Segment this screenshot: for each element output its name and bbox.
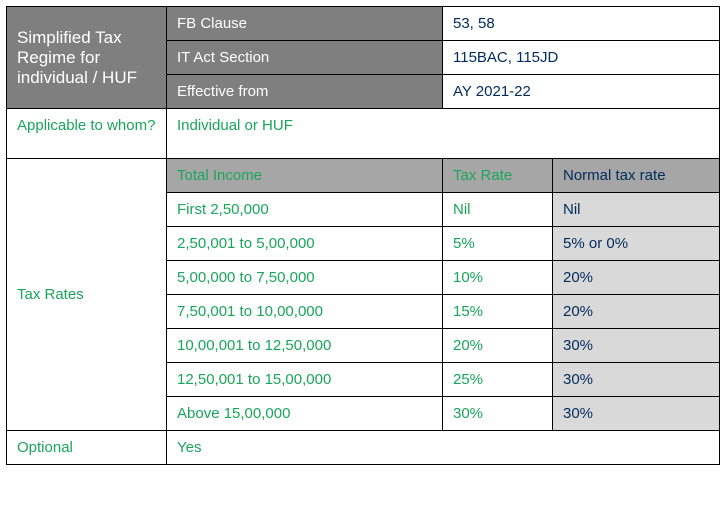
slab-income: 12,50,001 to 15,00,000 bbox=[167, 363, 443, 397]
hdr-value-2: AY 2021-22 bbox=[443, 75, 720, 109]
slab-normal: Nil bbox=[553, 193, 720, 227]
tax-rates-label: Tax Rates bbox=[7, 159, 167, 431]
slab-rate: 25% bbox=[443, 363, 553, 397]
optional-label: Optional bbox=[7, 431, 167, 465]
slab-header-row: Tax Rates Total Income Tax Rate Normal t… bbox=[7, 159, 720, 193]
slab-normal: 30% bbox=[553, 363, 720, 397]
applicable-label: Applicable to whom? bbox=[7, 109, 167, 159]
slab-normal: 30% bbox=[553, 329, 720, 363]
slab-income: 5,00,000 to 7,50,000 bbox=[167, 261, 443, 295]
slab-rate: 15% bbox=[443, 295, 553, 329]
col-normal: Normal tax rate bbox=[553, 159, 720, 193]
slab-income: Above 15,00,000 bbox=[167, 397, 443, 431]
hdr-label-1: IT Act Section bbox=[167, 41, 443, 75]
slab-normal: 20% bbox=[553, 295, 720, 329]
hdr-label-0: FB Clause bbox=[167, 7, 443, 41]
slab-income: 7,50,001 to 10,00,000 bbox=[167, 295, 443, 329]
hdr-label-2: Effective from bbox=[167, 75, 443, 109]
slab-income: 2,50,001 to 5,00,000 bbox=[167, 227, 443, 261]
slab-income: 10,00,001 to 12,50,000 bbox=[167, 329, 443, 363]
slab-normal: 30% bbox=[553, 397, 720, 431]
slab-income: First 2,50,000 bbox=[167, 193, 443, 227]
applicable-value: Individual or HUF bbox=[167, 109, 720, 159]
slab-normal: 5% or 0% bbox=[553, 227, 720, 261]
title-cell: Simplified Tax Regime for individual / H… bbox=[7, 7, 167, 109]
col-rate: Tax Rate bbox=[443, 159, 553, 193]
slab-rate: 10% bbox=[443, 261, 553, 295]
hdr-value-0: 53, 58 bbox=[443, 7, 720, 41]
applicable-row: Applicable to whom? Individual or HUF bbox=[7, 109, 720, 159]
tax-regime-table: Simplified Tax Regime for individual / H… bbox=[6, 6, 720, 465]
slab-normal: 20% bbox=[553, 261, 720, 295]
hdr-value-1: 115BAC, 115JD bbox=[443, 41, 720, 75]
slab-rate: 5% bbox=[443, 227, 553, 261]
col-income: Total Income bbox=[167, 159, 443, 193]
slab-rate: 30% bbox=[443, 397, 553, 431]
slab-rate: Nil bbox=[443, 193, 553, 227]
optional-value: Yes bbox=[167, 431, 720, 465]
header-row-0: Simplified Tax Regime for individual / H… bbox=[7, 7, 720, 41]
slab-rate: 20% bbox=[443, 329, 553, 363]
optional-row: Optional Yes bbox=[7, 431, 720, 465]
